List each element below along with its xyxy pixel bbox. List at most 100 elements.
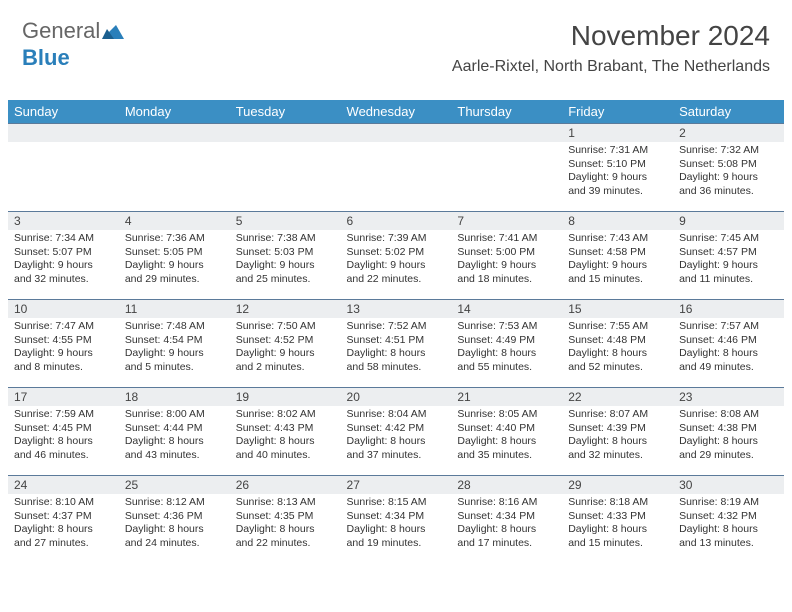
calendar-day: 2Sunrise: 7:32 AMSunset: 5:08 PMDaylight… [673, 124, 784, 212]
day-info: Sunrise: 7:39 AMSunset: 5:02 PMDaylight:… [341, 230, 452, 291]
day-number: 19 [230, 388, 341, 406]
day-number: 30 [673, 476, 784, 494]
day-info: Sunrise: 8:18 AMSunset: 4:33 PMDaylight:… [562, 494, 673, 555]
day-info: Sunrise: 7:52 AMSunset: 4:51 PMDaylight:… [341, 318, 452, 379]
calendar-day [341, 124, 452, 212]
day-info: Sunrise: 8:10 AMSunset: 4:37 PMDaylight:… [8, 494, 119, 555]
day-info: Sunrise: 7:36 AMSunset: 5:05 PMDaylight:… [119, 230, 230, 291]
calendar-day: 12Sunrise: 7:50 AMSunset: 4:52 PMDayligh… [230, 300, 341, 388]
day-number: 27 [341, 476, 452, 494]
day-info: Sunrise: 7:47 AMSunset: 4:55 PMDaylight:… [8, 318, 119, 379]
day-number: 20 [341, 388, 452, 406]
day-info: Sunrise: 7:55 AMSunset: 4:48 PMDaylight:… [562, 318, 673, 379]
day-number: 11 [119, 300, 230, 318]
day-header-row: SundayMondayTuesdayWednesdayThursdayFrid… [8, 100, 784, 124]
calendar-day [8, 124, 119, 212]
day-info: Sunrise: 8:13 AMSunset: 4:35 PMDaylight:… [230, 494, 341, 555]
day-info: Sunrise: 7:57 AMSunset: 4:46 PMDaylight:… [673, 318, 784, 379]
logo: General Blue [22, 18, 124, 71]
day-info: Sunrise: 7:32 AMSunset: 5:08 PMDaylight:… [673, 142, 784, 203]
day-info: Sunrise: 8:12 AMSunset: 4:36 PMDaylight:… [119, 494, 230, 555]
day-header: Thursday [451, 100, 562, 124]
calendar-day: 3Sunrise: 7:34 AMSunset: 5:07 PMDaylight… [8, 212, 119, 300]
day-info: Sunrise: 8:15 AMSunset: 4:34 PMDaylight:… [341, 494, 452, 555]
page-subtitle: Aarle-Rixtel, North Brabant, The Netherl… [452, 58, 770, 76]
day-number: 24 [8, 476, 119, 494]
day-info: Sunrise: 8:19 AMSunset: 4:32 PMDaylight:… [673, 494, 784, 555]
calendar-day: 7Sunrise: 7:41 AMSunset: 5:00 PMDaylight… [451, 212, 562, 300]
day-number: 8 [562, 212, 673, 230]
day-info: Sunrise: 8:05 AMSunset: 4:40 PMDaylight:… [451, 406, 562, 467]
calendar-table: SundayMondayTuesdayWednesdayThursdayFrid… [8, 100, 784, 564]
logo-icon [102, 19, 124, 45]
day-number [451, 124, 562, 142]
day-number: 16 [673, 300, 784, 318]
day-info: Sunrise: 7:34 AMSunset: 5:07 PMDaylight:… [8, 230, 119, 291]
day-header: Tuesday [230, 100, 341, 124]
calendar-day [119, 124, 230, 212]
day-number: 23 [673, 388, 784, 406]
page-title: November 2024 [571, 20, 770, 52]
calendar-day: 15Sunrise: 7:55 AMSunset: 4:48 PMDayligh… [562, 300, 673, 388]
calendar-week: 10Sunrise: 7:47 AMSunset: 4:55 PMDayligh… [8, 300, 784, 388]
calendar-week: 1Sunrise: 7:31 AMSunset: 5:10 PMDaylight… [8, 124, 784, 212]
day-number: 4 [119, 212, 230, 230]
day-number: 21 [451, 388, 562, 406]
day-number [230, 124, 341, 142]
calendar-day: 24Sunrise: 8:10 AMSunset: 4:37 PMDayligh… [8, 476, 119, 564]
day-number [119, 124, 230, 142]
day-number [8, 124, 119, 142]
calendar-day: 5Sunrise: 7:38 AMSunset: 5:03 PMDaylight… [230, 212, 341, 300]
calendar-day: 29Sunrise: 8:18 AMSunset: 4:33 PMDayligh… [562, 476, 673, 564]
day-info: Sunrise: 7:48 AMSunset: 4:54 PMDaylight:… [119, 318, 230, 379]
calendar-week: 24Sunrise: 8:10 AMSunset: 4:37 PMDayligh… [8, 476, 784, 564]
day-number: 1 [562, 124, 673, 142]
day-info: Sunrise: 8:04 AMSunset: 4:42 PMDaylight:… [341, 406, 452, 467]
day-number [341, 124, 452, 142]
calendar-day: 30Sunrise: 8:19 AMSunset: 4:32 PMDayligh… [673, 476, 784, 564]
day-info: Sunrise: 8:02 AMSunset: 4:43 PMDaylight:… [230, 406, 341, 467]
day-number: 3 [8, 212, 119, 230]
day-info: Sunrise: 7:50 AMSunset: 4:52 PMDaylight:… [230, 318, 341, 379]
day-header: Friday [562, 100, 673, 124]
day-number: 15 [562, 300, 673, 318]
day-header: Sunday [8, 100, 119, 124]
day-number: 6 [341, 212, 452, 230]
day-info: Sunrise: 8:00 AMSunset: 4:44 PMDaylight:… [119, 406, 230, 467]
day-number: 26 [230, 476, 341, 494]
day-number: 14 [451, 300, 562, 318]
calendar-day: 19Sunrise: 8:02 AMSunset: 4:43 PMDayligh… [230, 388, 341, 476]
calendar-day: 14Sunrise: 7:53 AMSunset: 4:49 PMDayligh… [451, 300, 562, 388]
calendar-day: 8Sunrise: 7:43 AMSunset: 4:58 PMDaylight… [562, 212, 673, 300]
calendar-day: 21Sunrise: 8:05 AMSunset: 4:40 PMDayligh… [451, 388, 562, 476]
day-number: 25 [119, 476, 230, 494]
logo-text-a: General [22, 18, 100, 43]
calendar-week: 3Sunrise: 7:34 AMSunset: 5:07 PMDaylight… [8, 212, 784, 300]
day-number: 2 [673, 124, 784, 142]
calendar-day: 6Sunrise: 7:39 AMSunset: 5:02 PMDaylight… [341, 212, 452, 300]
calendar-day: 20Sunrise: 8:04 AMSunset: 4:42 PMDayligh… [341, 388, 452, 476]
calendar-day [451, 124, 562, 212]
calendar-day: 28Sunrise: 8:16 AMSunset: 4:34 PMDayligh… [451, 476, 562, 564]
day-info: Sunrise: 8:08 AMSunset: 4:38 PMDaylight:… [673, 406, 784, 467]
day-info: Sunrise: 7:45 AMSunset: 4:57 PMDaylight:… [673, 230, 784, 291]
calendar-day: 11Sunrise: 7:48 AMSunset: 4:54 PMDayligh… [119, 300, 230, 388]
day-number: 7 [451, 212, 562, 230]
day-number: 12 [230, 300, 341, 318]
day-number: 9 [673, 212, 784, 230]
day-info: Sunrise: 7:31 AMSunset: 5:10 PMDaylight:… [562, 142, 673, 203]
day-number: 17 [8, 388, 119, 406]
logo-text-b: Blue [22, 45, 70, 70]
calendar-day: 13Sunrise: 7:52 AMSunset: 4:51 PMDayligh… [341, 300, 452, 388]
day-info: Sunrise: 7:59 AMSunset: 4:45 PMDaylight:… [8, 406, 119, 467]
day-info: Sunrise: 8:07 AMSunset: 4:39 PMDaylight:… [562, 406, 673, 467]
calendar-day: 1Sunrise: 7:31 AMSunset: 5:10 PMDaylight… [562, 124, 673, 212]
calendar-day: 16Sunrise: 7:57 AMSunset: 4:46 PMDayligh… [673, 300, 784, 388]
calendar-day: 4Sunrise: 7:36 AMSunset: 5:05 PMDaylight… [119, 212, 230, 300]
day-number: 29 [562, 476, 673, 494]
day-number: 10 [8, 300, 119, 318]
calendar-day: 18Sunrise: 8:00 AMSunset: 4:44 PMDayligh… [119, 388, 230, 476]
day-info: Sunrise: 7:53 AMSunset: 4:49 PMDaylight:… [451, 318, 562, 379]
calendar-day: 26Sunrise: 8:13 AMSunset: 4:35 PMDayligh… [230, 476, 341, 564]
day-info: Sunrise: 7:41 AMSunset: 5:00 PMDaylight:… [451, 230, 562, 291]
